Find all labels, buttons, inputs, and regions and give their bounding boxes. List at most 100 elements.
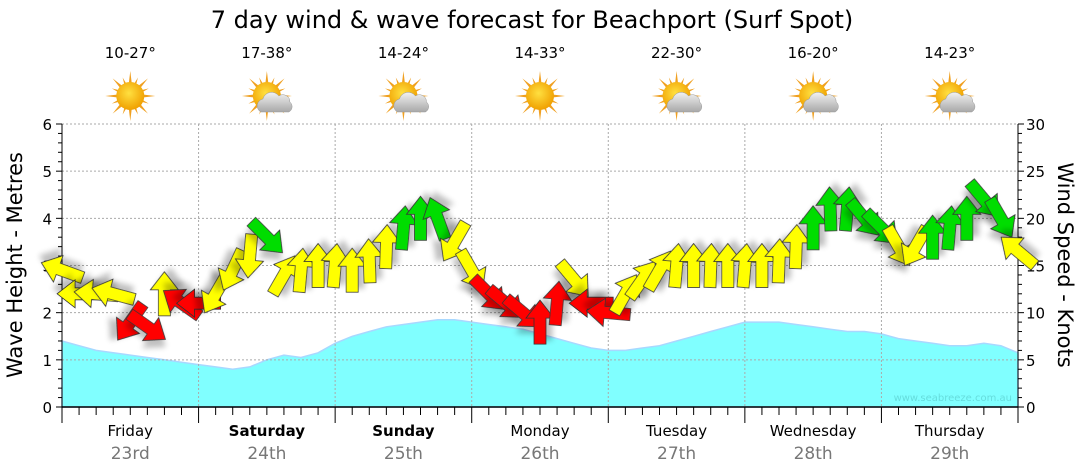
wave-height-area <box>61 318 1019 408</box>
wind-arrow-shape <box>935 205 965 251</box>
wind-arrow <box>320 242 351 289</box>
day-date: 24th <box>247 444 286 464</box>
wind-arrow <box>678 242 709 288</box>
wind-arrow <box>662 242 692 289</box>
day-temperature: 16-20° <box>788 44 839 62</box>
y-tick-label: 5 <box>42 163 52 181</box>
day-date: 28th <box>794 444 833 464</box>
wind-arrow-shape <box>696 242 726 289</box>
wind-arrow <box>303 242 333 288</box>
wind-arrow <box>764 238 794 284</box>
wind-arrow <box>696 242 726 289</box>
sun-cloud-icon <box>924 71 976 121</box>
wind-arrow-shape <box>917 214 948 260</box>
y2-tick-label: 0 <box>1026 399 1036 417</box>
y-tick-label: 2 <box>42 305 52 323</box>
day-temperature: 22-30° <box>651 44 702 62</box>
wind-arrow-shape <box>585 297 632 328</box>
cloud-icon <box>666 92 703 113</box>
y2-tick-label: 30 <box>1026 116 1045 134</box>
sun-cloud-icon <box>788 71 839 121</box>
sun-cloud-icon <box>241 71 293 121</box>
wind-arrow-shape <box>525 299 555 345</box>
wind-arrow-shape <box>662 242 692 289</box>
day-date: 25th <box>384 444 423 464</box>
sun-cloud-icon <box>651 71 703 121</box>
wind-arrow <box>798 205 828 251</box>
sun-disc <box>526 82 554 110</box>
wind-arrow <box>91 278 137 308</box>
wind-arrow <box>917 214 948 260</box>
y-tick-label: 6 <box>42 116 52 134</box>
wind-arrow-shape <box>320 242 351 289</box>
wind-arrow-shape <box>678 242 709 288</box>
wind-arrow <box>935 205 965 251</box>
y-axis-label: Wave Height - Metres <box>3 152 27 378</box>
wind-arrow-shape <box>125 308 166 342</box>
day-name: Wednesday <box>770 422 857 440</box>
day-name: Friday <box>108 422 154 440</box>
y-tick-label: 4 <box>42 210 52 228</box>
wind-arrow-shape <box>798 205 828 251</box>
y2-tick-label: 10 <box>1026 305 1045 323</box>
days-layer: 10-27° Friday 23rd 17-38° Saturday 24th 14-24°… <box>105 44 985 464</box>
wind-arrow-shape <box>984 195 1016 238</box>
wind-arrows-layer <box>40 178 1040 345</box>
day-temperature: 14-33° <box>514 44 565 62</box>
wind-arrow-shape <box>439 219 472 262</box>
day-name: Thursday <box>914 422 985 440</box>
day-temperature: 14-24° <box>378 44 429 62</box>
wind-arrow-shape <box>303 242 333 288</box>
day-name: Sunday <box>372 422 435 440</box>
cloud-shape <box>803 92 839 113</box>
day-name: Tuesday <box>645 422 707 440</box>
wind-arrow <box>246 216 283 254</box>
day-date: 29th <box>930 444 969 464</box>
chart-title: 7 day wind & wave forecast for Beachport… <box>211 6 853 34</box>
cloud-shape <box>257 92 293 113</box>
wind-arrow <box>40 255 86 284</box>
wind-arrow <box>371 223 402 270</box>
cloud-icon <box>393 92 429 113</box>
wind-arrow <box>781 223 812 270</box>
y2-tick-label: 20 <box>1026 210 1045 228</box>
wind-arrow <box>1000 236 1040 271</box>
wind-arrow <box>815 186 845 232</box>
wind-arrow <box>951 195 982 241</box>
wind-arrow-shape <box>1000 236 1040 271</box>
wind-arrow <box>388 205 419 251</box>
wind-arrow <box>217 247 248 291</box>
sun-icon <box>105 71 156 121</box>
wind-arrow-shape <box>712 242 743 288</box>
wind-arrow-shape <box>91 278 137 308</box>
wind-arrow-shape <box>371 223 402 270</box>
y-tick-label: 1 <box>42 352 52 370</box>
wind-arrow <box>125 308 166 342</box>
y2-tick-label: 5 <box>1026 352 1036 370</box>
cloud-shape <box>939 92 976 113</box>
cloud-icon <box>257 92 293 113</box>
sun-cloud-icon <box>378 71 429 121</box>
wind-arrow-shape <box>217 247 248 291</box>
cloud-icon <box>939 92 976 113</box>
wind-arrow-shape <box>40 255 86 284</box>
wind-arrow <box>554 258 589 297</box>
wave-area-layer <box>61 318 1019 408</box>
wind-arrow-shape <box>388 205 419 251</box>
wind-arrow <box>354 238 384 284</box>
day-name: Saturday <box>229 422 306 440</box>
sun-icon <box>515 71 565 121</box>
watermark: www.seabreeze.com.au <box>894 393 1012 404</box>
wind-arrow-shape <box>234 233 265 279</box>
wind-arrow <box>900 224 933 267</box>
wind-arrow-shape <box>246 216 283 254</box>
wind-arrow-shape <box>354 238 384 284</box>
day-temperature: 10-27° <box>105 44 156 62</box>
wind-arrow <box>439 219 472 262</box>
wind-arrow-shape <box>730 242 760 289</box>
wind-arrow <box>422 197 452 242</box>
day-temperature: 14-23° <box>924 44 975 62</box>
wind-arrow-shape <box>422 197 452 242</box>
cloud-shape <box>393 92 429 113</box>
